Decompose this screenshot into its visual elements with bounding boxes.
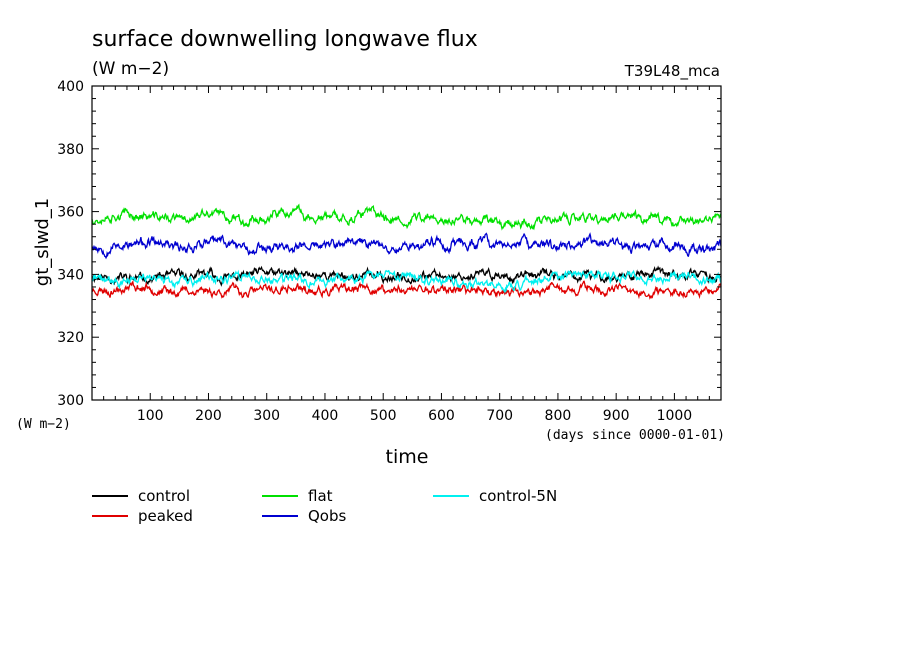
- series-line-flat: [91, 203, 722, 231]
- legend-label: flat: [308, 487, 333, 505]
- x-tick-label: 800: [545, 408, 572, 424]
- y-tick-label: 380: [57, 142, 84, 158]
- x-tick-label: 100: [137, 408, 164, 424]
- x-tick-label: 700: [486, 408, 513, 424]
- series-line-control: [91, 265, 722, 287]
- y-axis-label: gt_slwd_1: [32, 198, 53, 286]
- y-tick-label: 360: [57, 205, 84, 221]
- legend: control peaked flat Qobs control-5N: [92, 487, 557, 525]
- y-axis-units: (W m−2): [16, 417, 71, 432]
- y-tick-label: 340: [57, 267, 84, 283]
- series-line-peaked: [91, 280, 722, 300]
- series-line-qobs: [91, 232, 722, 260]
- legend-label: control-5N: [479, 487, 557, 505]
- series-line-control-5n: [91, 269, 722, 294]
- x-tick-label: 500: [370, 408, 397, 424]
- plot-frame: [91, 85, 722, 401]
- x-tick-label: 1000: [657, 408, 693, 424]
- title-units: (W m−2): [92, 59, 169, 79]
- y-tick-label: 320: [57, 330, 84, 346]
- x-tick-label: 200: [195, 408, 222, 424]
- x-axis-label: time: [386, 446, 429, 468]
- x-tick-label: 600: [428, 408, 455, 424]
- x-tick-label: 400: [312, 408, 339, 424]
- y-tick-label: 400: [57, 79, 84, 95]
- x-tick-label: 900: [603, 408, 630, 424]
- plot-area: 100 200 300 400 500 600 700 800 900 1000 300 320 340…: [57, 79, 722, 424]
- legend-label: control: [138, 487, 190, 505]
- legend-label: peaked: [138, 507, 193, 525]
- x-axis-units: (days since 0000-01-01): [545, 428, 725, 443]
- y-tick-label: 300: [57, 393, 84, 409]
- chart-title: surface downwelling longwave flux: [92, 27, 478, 52]
- experiment-label: T39L48_mca: [624, 62, 720, 81]
- x-tick-label: 300: [253, 408, 280, 424]
- legend-label: Qobs: [308, 507, 347, 525]
